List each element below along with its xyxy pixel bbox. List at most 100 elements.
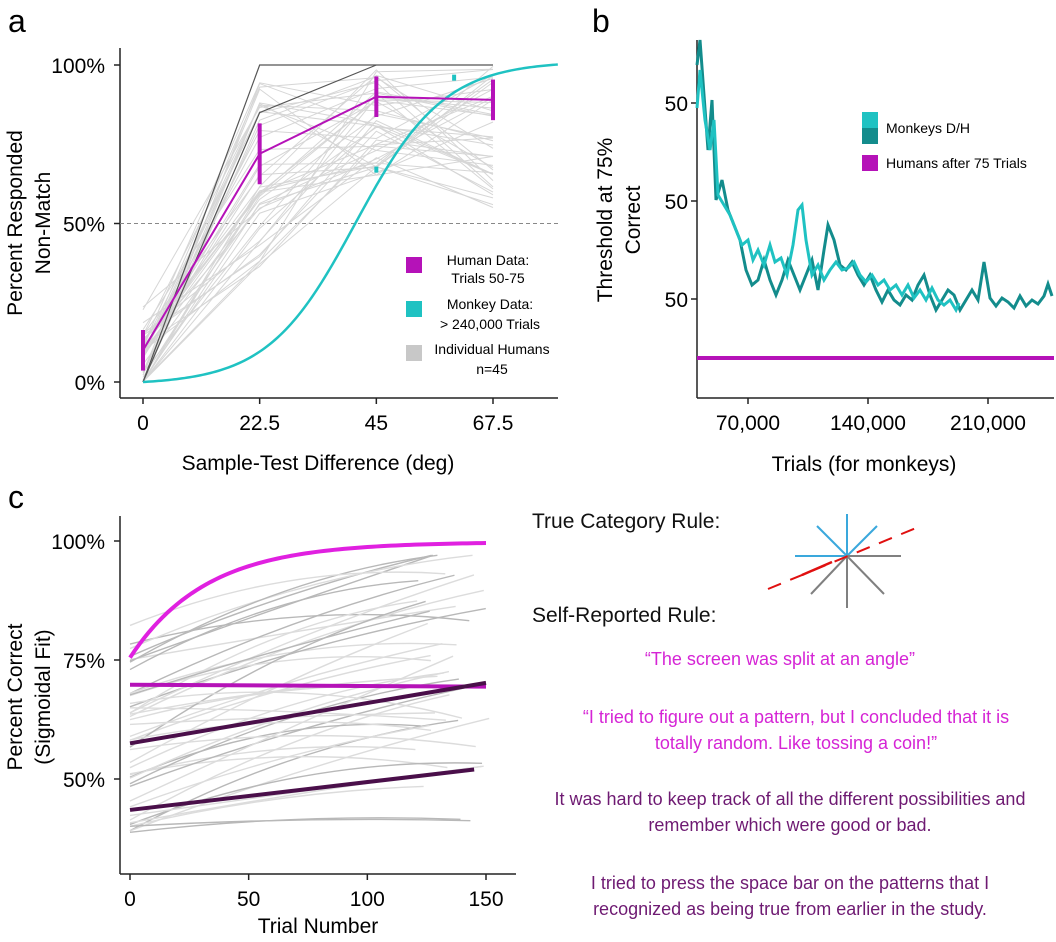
individual-human-line [142,76,494,351]
panel-c-x-ticks: 0 50 100 150 [124,874,504,911]
individual-human-line [142,126,494,308]
legend-monkey-swatch [406,301,422,317]
panel-a-individual-lines [142,64,494,383]
panel-c-xtick-label: 100 [350,888,385,911]
individual-human-line-dark [142,64,377,383]
individual-human-line [142,77,494,355]
rule-boundary-red-dashed [767,527,917,590]
rule-line-blue-left-diag [816,525,848,557]
panel-b-ytick-label: 50 [665,289,688,312]
individual-participant-line [129,554,434,662]
individual-human-line [142,91,494,341]
panel-a-y-ticks: 0% 50% 100% [51,55,120,395]
individual-human-line [142,75,494,383]
panel-a-human-series [141,76,495,371]
rule-line-gray-left-diag [810,555,848,595]
individual-participant-line [129,610,430,696]
individual-participant-line [129,675,438,715]
individual-participant-line [129,655,454,802]
individual-human-line [142,99,494,353]
quote-3: It was hard to keep track of all the dif… [554,789,1026,835]
panel-a-legend: Human Data: Trials 50-75 Monkey Data: > … [406,252,550,377]
panel-b-legend: Monkeys D/H Humans after 75 Trials [862,112,1027,171]
panel-b-xlabel: Trials (for monkeys) [772,453,957,476]
individual-participant-line [129,574,475,714]
legend-monkey-h-swatch [862,128,878,144]
individual-participant-line [129,724,430,808]
panel-c-ytick-label: 50% [63,769,105,792]
monkey-data-point [374,166,379,173]
panel-a-ylabel-line2: Non-Match [32,172,55,275]
panel-a-xtick-label: 0 [137,412,149,435]
quote-1: “The screen was split at an angle” [644,649,916,669]
monkey-data-point [452,74,457,81]
panel-a-ytick-label: 100% [51,55,105,78]
individual-participant-line [129,574,455,695]
panel-a-xtick-label: 67.5 [473,412,514,435]
panel-c-xtick-label: 50 [237,888,260,911]
quote-4: I tried to press the space bar on the pa… [590,873,990,919]
rule-boundary-red-solid [801,560,833,577]
individual-participant-line [129,600,418,714]
monkey-sigmoid-curve [142,63,558,384]
individual-participant-line [129,734,476,751]
human-mean-line [142,95,494,351]
legend-humans-swatch [862,155,878,171]
individual-human-line [142,137,494,352]
panel-c-y-ticks: 50% 75% 100% [51,531,120,792]
legend-humans-label: Humans after 75 Trials [886,155,1027,171]
legend-monkey-d-swatch [862,112,878,128]
individual-participant-line [129,613,470,645]
panel-a-xtick-label: 22.5 [239,412,280,435]
individual-human-line [142,68,494,382]
legend-individual-swatch [406,345,422,361]
individual-human-line [142,166,494,383]
panel-b-x-ticks: 70,000 140,000 210,000 [716,398,1026,435]
individual-human-line [142,79,494,348]
panel-c-chart: 50% 75% 100% 0 50 100 150 Percent Correct (Si… [4,516,516,938]
panel-label-b: b [592,3,610,39]
rule-line-blue-right-diag [846,525,878,557]
legend-human-line1: Human Data: [447,252,529,268]
panel-b-ylabel-line1: Threshold at 75% [594,138,617,303]
individual-human-line [142,121,494,381]
individual-participant-line [129,717,490,832]
panel-c-ytick-label: 75% [63,650,105,673]
panel-b-ytick-label: 50 [665,93,688,116]
highlight-line-3 [129,767,475,812]
true-rule-diagram [767,514,917,608]
legend-monkeys-label: Monkeys D/H [886,120,970,136]
true-rule-title: True Category Rule: [532,510,721,533]
individual-participant-line [129,686,467,787]
individual-participant-line [129,762,483,826]
individual-participant-line [129,707,446,721]
individual-human-line [142,145,494,330]
panel-a-ytick-label: 0% [75,372,105,395]
panel-c-xlabel: Trial Number [258,915,379,938]
highlight-line-learner [128,541,487,659]
individual-participant-line [129,554,432,657]
panel-b-xtick-label: 210,000 [950,412,1026,435]
panel-a-monkey-curve [142,63,558,384]
individual-human-line [142,111,494,357]
panel-c-ytick-label: 100% [51,531,105,554]
panel-label-a: a [8,3,26,39]
individual-participant-line [129,554,438,663]
individual-participant-line [129,818,471,828]
panel-a-chart: 0%50%100% 0 22.5 45 67.5 Percent Responded … [4,48,558,475]
individual-human-line [142,96,494,383]
legend-human-line2: Trials 50-75 [451,270,525,286]
individual-participant-line [129,589,484,718]
panel-b-y-ticks: 50 50 50 [665,93,697,312]
panel-label-c: c [8,479,24,515]
individual-human-line [142,81,494,347]
individual-participant-line [129,691,463,719]
panel-b-monkey-d-line [695,69,961,314]
quote-2: “I tried to figure out a pattern, but I … [582,707,1010,753]
panel-c-highlighted-lines [128,541,487,812]
panel-a-ytick-label: 50% [63,214,105,237]
panel-a-xlabel: Sample-Test Difference (deg) [182,452,455,475]
individual-participant-line [129,579,419,671]
individual-human-line-dark [142,64,493,383]
